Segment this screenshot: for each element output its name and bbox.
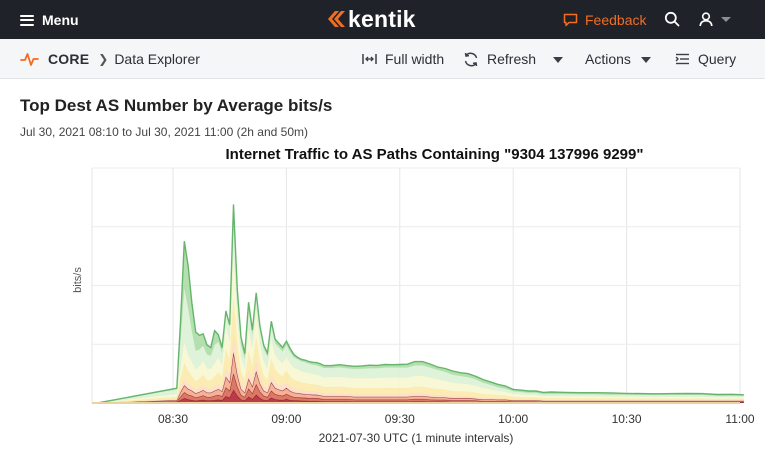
x-tick-label: 10:30 [612, 412, 642, 426]
x-tick-label: 09:00 [271, 412, 301, 426]
x-tick-label: 09:30 [385, 412, 415, 426]
x-tick-label: 08:30 [158, 412, 188, 426]
traffic-area-chart: 08:30 09:00 09:30 10:00 10:30 11:00 2021-07-30… [0, 0, 765, 463]
x-axis-label: 2021-07-30 UTC (1 minute intervals) [319, 431, 514, 445]
y-axis-label: bits/s [72, 267, 84, 293]
x-tick-label: 10:00 [498, 412, 528, 426]
x-tick-label: 11:00 [725, 412, 754, 426]
